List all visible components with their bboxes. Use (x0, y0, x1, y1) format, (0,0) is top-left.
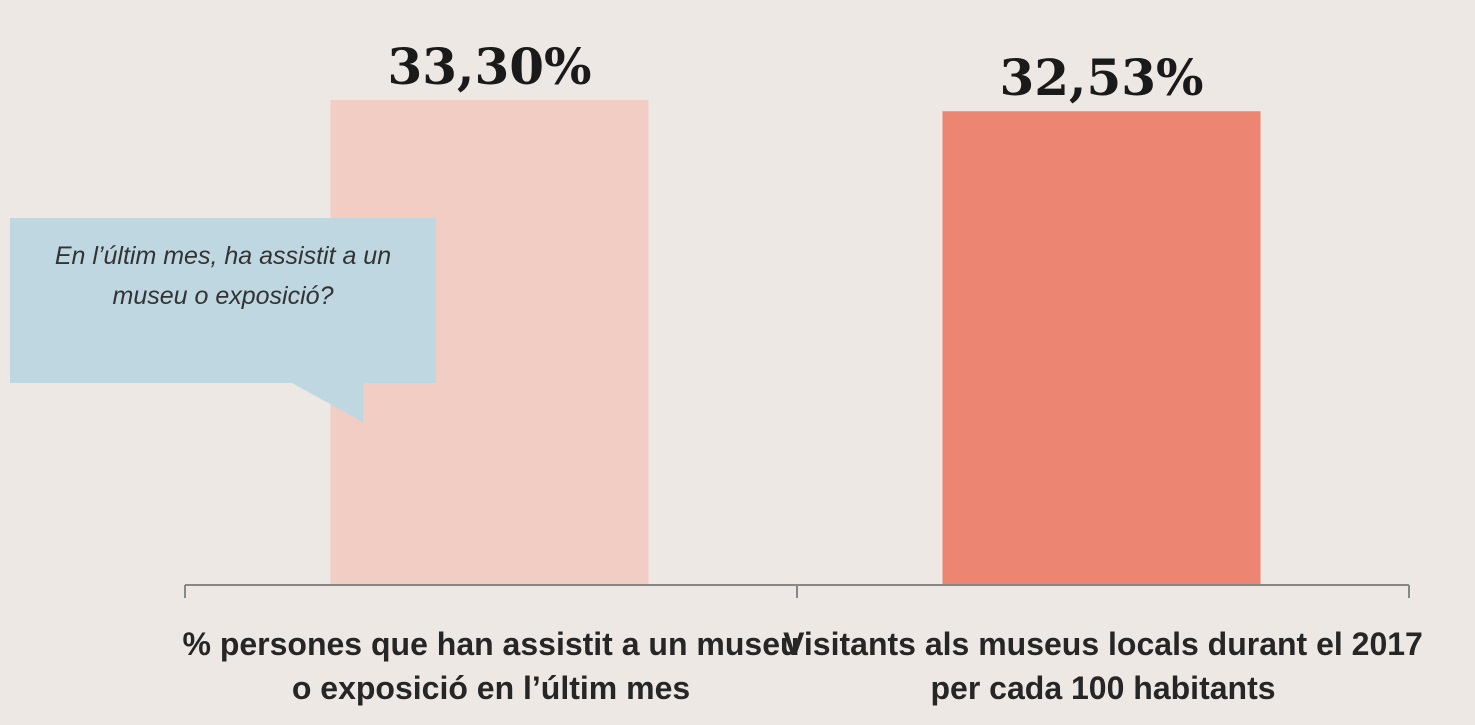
bar (942, 111, 1261, 585)
callout-tail (290, 382, 363, 422)
x-tick-label: Visitants als museus locals durant el 20… (783, 626, 1423, 706)
callout (10, 218, 436, 422)
data-label: 32,53% (999, 48, 1203, 107)
data-label: 33,30% (387, 37, 591, 96)
x-tick-label: % persones que han assistit a un museu o… (182, 626, 800, 706)
annotation: En l’últim mes, ha assistit a un museu o… (54, 242, 392, 310)
callout-box (10, 218, 436, 383)
